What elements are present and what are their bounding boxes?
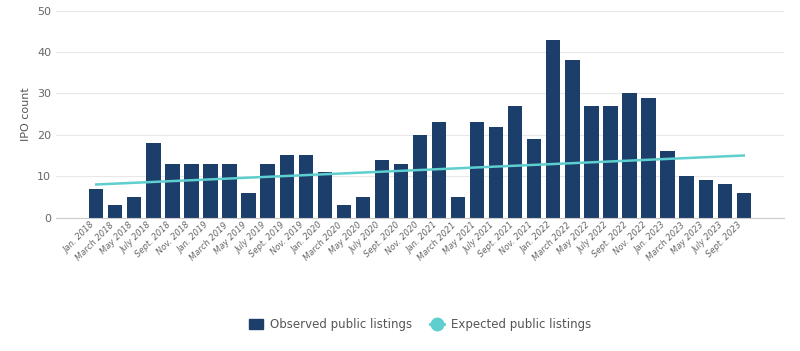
Bar [374,160,389,218]
Bar [298,155,313,218]
Bar [394,164,408,218]
Bar [489,126,503,218]
Bar [89,188,103,218]
Bar [718,185,732,218]
Bar [527,139,542,218]
Legend: Observed public listings, Expected public listings: Observed public listings, Expected publi… [244,313,596,336]
Bar [146,143,161,218]
Bar [318,172,332,218]
Bar [622,93,637,218]
Bar [413,135,427,218]
Bar [127,197,142,218]
Bar [584,106,598,218]
Bar [356,197,370,218]
Bar [698,180,713,218]
Bar [451,197,466,218]
Bar [642,98,656,218]
Bar [432,122,446,218]
Bar [279,155,294,218]
Bar [566,60,579,218]
Bar [184,164,198,218]
Bar [603,106,618,218]
Bar [337,205,351,218]
Bar [261,164,274,218]
Bar [222,164,237,218]
Bar [470,122,484,218]
Bar [546,40,561,218]
Bar [166,164,179,218]
Bar [508,106,522,218]
Bar [679,176,694,218]
Bar [108,205,122,218]
Bar [737,193,751,218]
Y-axis label: IPO count: IPO count [22,87,31,141]
Bar [203,164,218,218]
Bar [661,151,674,218]
Bar [242,193,256,218]
